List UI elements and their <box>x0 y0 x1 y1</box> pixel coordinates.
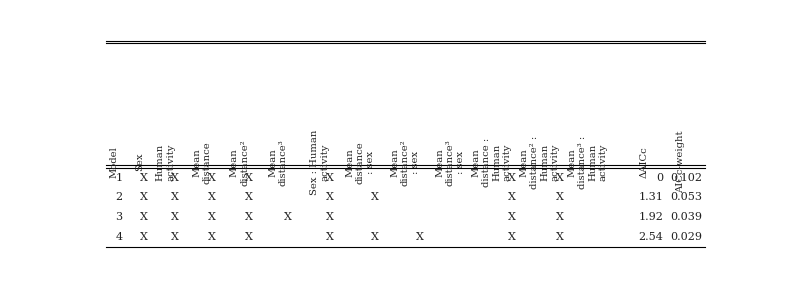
Text: X: X <box>508 173 516 183</box>
Text: Mean
distance²
: sex: Mean distance² : sex <box>390 139 420 186</box>
Text: X: X <box>245 232 253 242</box>
Text: 2.54: 2.54 <box>638 232 664 242</box>
Text: X: X <box>371 232 379 242</box>
Text: X: X <box>371 192 379 202</box>
Text: Mean
distance :
Human
activity: Mean distance : Human activity <box>471 138 512 187</box>
Text: 1: 1 <box>115 173 123 183</box>
Text: X: X <box>326 212 334 222</box>
Text: X: X <box>171 232 179 242</box>
Text: X: X <box>171 173 179 183</box>
Text: X: X <box>208 192 215 202</box>
Text: Mean
distance: Mean distance <box>192 141 212 184</box>
Text: X: X <box>326 232 334 242</box>
Text: 0.053: 0.053 <box>670 192 702 202</box>
Text: X: X <box>208 232 215 242</box>
Text: ΔAICc: ΔAICc <box>640 146 649 178</box>
Text: Mean
distance
: sex: Mean distance : sex <box>345 141 375 184</box>
Text: Mean
distance³ :
Human
activity: Mean distance³ : Human activity <box>567 136 607 189</box>
Text: Human
activity: Human activity <box>156 143 175 181</box>
Text: X: X <box>208 212 215 222</box>
Text: X: X <box>171 192 179 202</box>
Text: Mean
distance³
: sex: Mean distance³ : sex <box>435 139 465 186</box>
Text: Sex: Sex <box>135 153 144 171</box>
Text: X: X <box>140 192 148 202</box>
Text: 1.31: 1.31 <box>638 192 664 202</box>
Text: 3: 3 <box>115 212 123 222</box>
Text: X: X <box>326 192 334 202</box>
Text: 0.029: 0.029 <box>670 232 702 242</box>
Text: X: X <box>140 232 148 242</box>
Text: X: X <box>171 212 179 222</box>
Text: X: X <box>508 212 516 222</box>
Text: X: X <box>556 192 563 202</box>
Text: X: X <box>140 212 148 222</box>
Text: X: X <box>140 173 148 183</box>
Text: 0.102: 0.102 <box>670 173 702 183</box>
Text: X: X <box>556 212 563 222</box>
Text: X: X <box>556 173 563 183</box>
Text: 4: 4 <box>115 232 123 242</box>
Text: X: X <box>508 232 516 242</box>
Text: X: X <box>508 192 516 202</box>
Text: X: X <box>245 173 253 183</box>
Text: 2: 2 <box>115 192 123 202</box>
Text: 1.92: 1.92 <box>638 212 664 222</box>
Text: Mean
distance²: Mean distance² <box>229 139 249 186</box>
Text: X: X <box>416 232 424 242</box>
Text: X: X <box>208 173 215 183</box>
Text: Mean
distance² :
Human
activity: Mean distance² : Human activity <box>520 136 559 189</box>
Text: X: X <box>284 212 292 222</box>
Text: Model: Model <box>110 146 119 178</box>
Text: AICc-weight: AICc-weight <box>676 131 685 194</box>
Text: 0.039: 0.039 <box>670 212 702 222</box>
Text: X: X <box>245 212 253 222</box>
Text: X: X <box>556 232 563 242</box>
Text: Mean
distance³: Mean distance³ <box>268 139 288 186</box>
Text: X: X <box>326 173 334 183</box>
Text: Sex : Human
activity: Sex : Human activity <box>310 129 330 195</box>
Text: 0: 0 <box>657 173 664 183</box>
Text: X: X <box>245 192 253 202</box>
